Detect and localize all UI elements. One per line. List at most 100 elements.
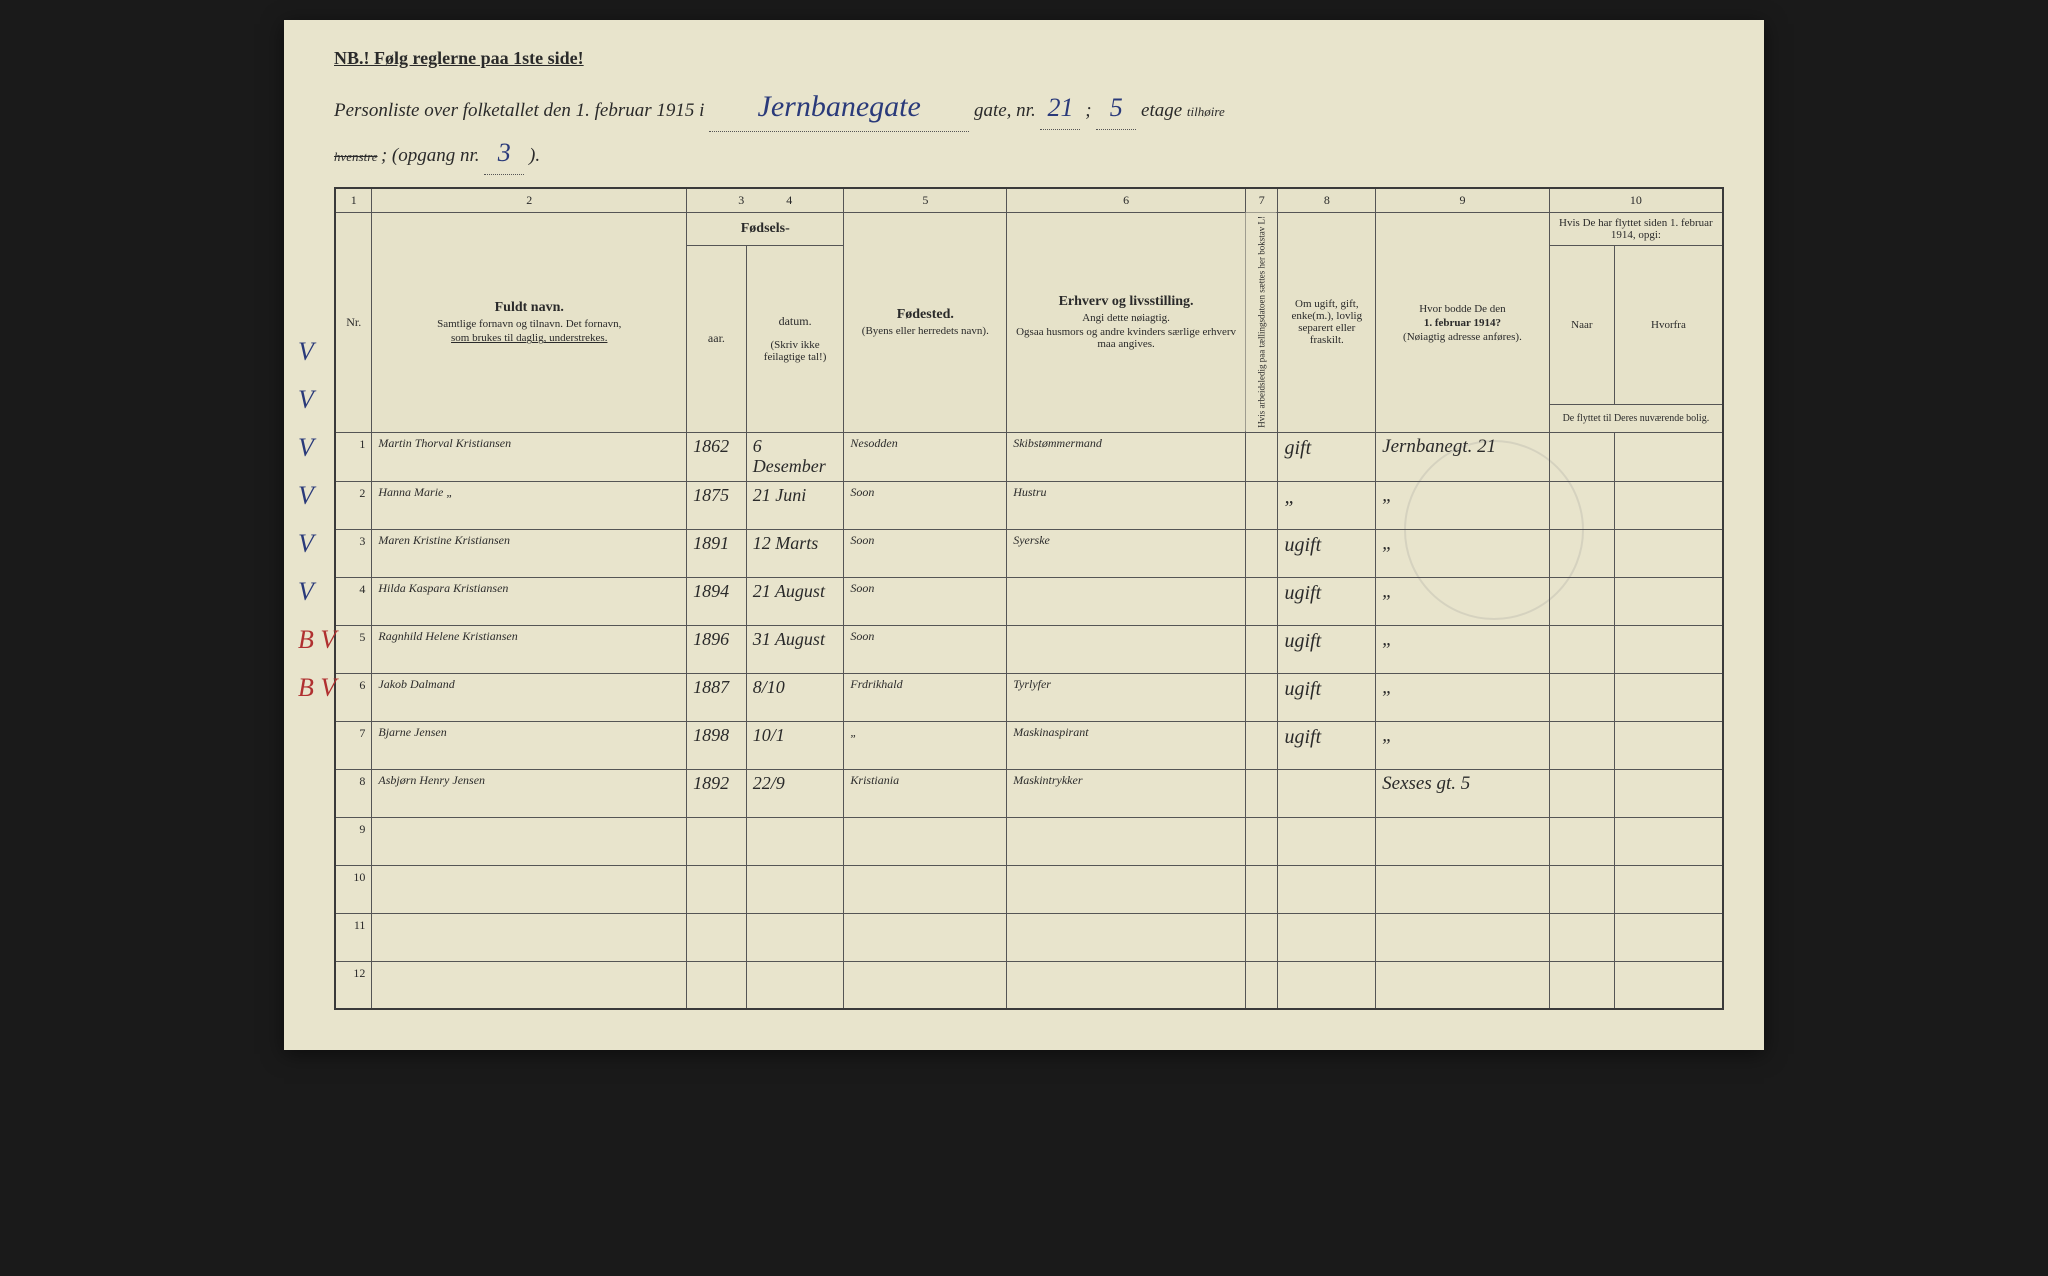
cell-sted: Frdrikhald bbox=[844, 673, 1007, 721]
cell-gift: „ bbox=[1278, 481, 1376, 529]
gate-label: gate, nr. bbox=[974, 100, 1036, 121]
cell-sted bbox=[844, 961, 1007, 1009]
cell-hvorfra bbox=[1614, 577, 1723, 625]
colnum-1: 1 bbox=[335, 188, 372, 213]
cell-c7 bbox=[1245, 577, 1278, 625]
row-number: 6 bbox=[335, 673, 372, 721]
cell-datum: 21 August bbox=[746, 577, 844, 625]
opgang-label: ; (opgang nr. bbox=[381, 145, 480, 166]
cell-hvorfra bbox=[1614, 481, 1723, 529]
cell-hvorfra bbox=[1614, 769, 1723, 817]
cell-sted: Soon bbox=[844, 481, 1007, 529]
cell-gift bbox=[1278, 865, 1376, 913]
hdr-aar: aar. bbox=[687, 245, 747, 433]
colnum-10: 10 bbox=[1549, 188, 1723, 213]
cell-c7 bbox=[1245, 913, 1278, 961]
cell-aar bbox=[687, 961, 747, 1009]
hdr-fodested: Fødested. (Byens eller herredets navn). bbox=[844, 212, 1007, 433]
row-number: 4 bbox=[335, 577, 372, 625]
tilhoire: tilhøire bbox=[1187, 104, 1225, 119]
cell-name bbox=[372, 865, 687, 913]
cell-addr: „ bbox=[1376, 577, 1550, 625]
cell-hvorfra bbox=[1614, 961, 1723, 1009]
hdr-name-sub1: Samtlige fornavn og tilnavn. Det fornavn… bbox=[378, 318, 680, 330]
cell-gift: ugift bbox=[1278, 577, 1376, 625]
cell-datum bbox=[746, 865, 844, 913]
cell-name: Maren Kristine Kristiansen bbox=[372, 529, 687, 577]
cell-gift: ugift bbox=[1278, 529, 1376, 577]
street-name: Jernbanegate bbox=[709, 83, 969, 132]
cell-erhverv bbox=[1007, 865, 1246, 913]
row-number: 9 bbox=[335, 817, 372, 865]
cell-sted bbox=[844, 865, 1007, 913]
row-number: 10 bbox=[335, 865, 372, 913]
cell-gift: ugift bbox=[1278, 625, 1376, 673]
cell-aar: 1898 bbox=[687, 721, 747, 769]
cell-naar bbox=[1549, 817, 1614, 865]
hdr-fodested-main: Fødested. bbox=[897, 307, 954, 322]
hdr-col8: Om ugift, gift, enke(m.), lovlig separer… bbox=[1278, 212, 1376, 433]
cell-datum: 21 Juni bbox=[746, 481, 844, 529]
cell-datum: 12 Marts bbox=[746, 529, 844, 577]
cell-sted: Soon bbox=[844, 577, 1007, 625]
table-row: 8Asbjørn Henry Jensen189222/9KristianiaM… bbox=[335, 769, 1723, 817]
cell-name: Ragnhild Helene Kristiansen bbox=[372, 625, 687, 673]
margin-checkmark: V bbox=[298, 385, 314, 415]
hdr-skriv: (Skriv ikke feilagtige tal!) bbox=[753, 339, 838, 363]
table-head: 1 2 3 4 5 6 7 8 9 10 Nr. Fuldt navn. Sam… bbox=[335, 188, 1723, 433]
cell-hvorfra bbox=[1614, 625, 1723, 673]
cell-name: Asbjørn Henry Jensen bbox=[372, 769, 687, 817]
row-number: 1 bbox=[335, 433, 372, 482]
margin-checkmark: V bbox=[298, 481, 314, 511]
cell-name bbox=[372, 961, 687, 1009]
margin-checkmark: V bbox=[298, 337, 314, 367]
cell-naar bbox=[1549, 433, 1614, 482]
row-number: 3 bbox=[335, 529, 372, 577]
cell-addr: „ bbox=[1376, 721, 1550, 769]
cell-c7 bbox=[1245, 625, 1278, 673]
cell-naar bbox=[1549, 769, 1614, 817]
cell-datum: 10/1 bbox=[746, 721, 844, 769]
table-row: 10 bbox=[335, 865, 1723, 913]
cell-erhverv: Syerske bbox=[1007, 529, 1246, 577]
table-row: 11 bbox=[335, 913, 1723, 961]
hdr-naar: Naar bbox=[1549, 245, 1614, 404]
census-table: 1 2 3 4 5 6 7 8 9 10 Nr. Fuldt navn. Sam… bbox=[334, 187, 1724, 1011]
table-row: 1Martin Thorval Kristiansen18626 Desembe… bbox=[335, 433, 1723, 482]
cell-name: Bjarne Jensen bbox=[372, 721, 687, 769]
row-number: 7 bbox=[335, 721, 372, 769]
colnum-6: 6 bbox=[1007, 188, 1246, 213]
cell-c7 bbox=[1245, 433, 1278, 482]
cell-sted: Nesodden bbox=[844, 433, 1007, 482]
subtitle-prefix: Personliste over folketallet den 1. febr… bbox=[334, 100, 704, 121]
cell-hvorfra bbox=[1614, 865, 1723, 913]
cell-c7 bbox=[1245, 481, 1278, 529]
row-number: 12 bbox=[335, 961, 372, 1009]
cell-erhverv: Tyrlyfer bbox=[1007, 673, 1246, 721]
cell-addr bbox=[1376, 865, 1550, 913]
colnum-7: 7 bbox=[1245, 188, 1278, 213]
cell-naar bbox=[1549, 961, 1614, 1009]
cell-erhverv: Maskinaspirant bbox=[1007, 721, 1246, 769]
cell-datum bbox=[746, 913, 844, 961]
cell-c7 bbox=[1245, 865, 1278, 913]
colnum-34: 3 4 bbox=[687, 188, 844, 213]
cell-aar: 1896 bbox=[687, 625, 747, 673]
cell-gift: ugift bbox=[1278, 721, 1376, 769]
hdr-fodsels: Fødsels- bbox=[687, 212, 844, 245]
margin-checkmark: B V bbox=[298, 625, 336, 655]
cell-erhverv: Skibstømmermand bbox=[1007, 433, 1246, 482]
cell-naar bbox=[1549, 913, 1614, 961]
hdr-col9: Hvor bodde De den 1. februar 1914? (Nøia… bbox=[1376, 212, 1550, 433]
cell-sted: Soon bbox=[844, 529, 1007, 577]
cell-c7 bbox=[1245, 721, 1278, 769]
hdr-col10-sub: De flyttet til Deres nuværende bolig. bbox=[1549, 405, 1723, 433]
hdr-erhverv: Erhverv og livsstilling. Angi dette nøia… bbox=[1007, 212, 1246, 433]
cell-hvorfra bbox=[1614, 913, 1723, 961]
cell-addr: Jernbanegt. 21 bbox=[1376, 433, 1550, 482]
census-page: NB.! Følg reglerne paa 1ste side! Person… bbox=[284, 20, 1764, 1050]
cell-c7 bbox=[1245, 529, 1278, 577]
colnum-5: 5 bbox=[844, 188, 1007, 213]
semi: ; bbox=[1085, 100, 1091, 121]
row-number: 11 bbox=[335, 913, 372, 961]
